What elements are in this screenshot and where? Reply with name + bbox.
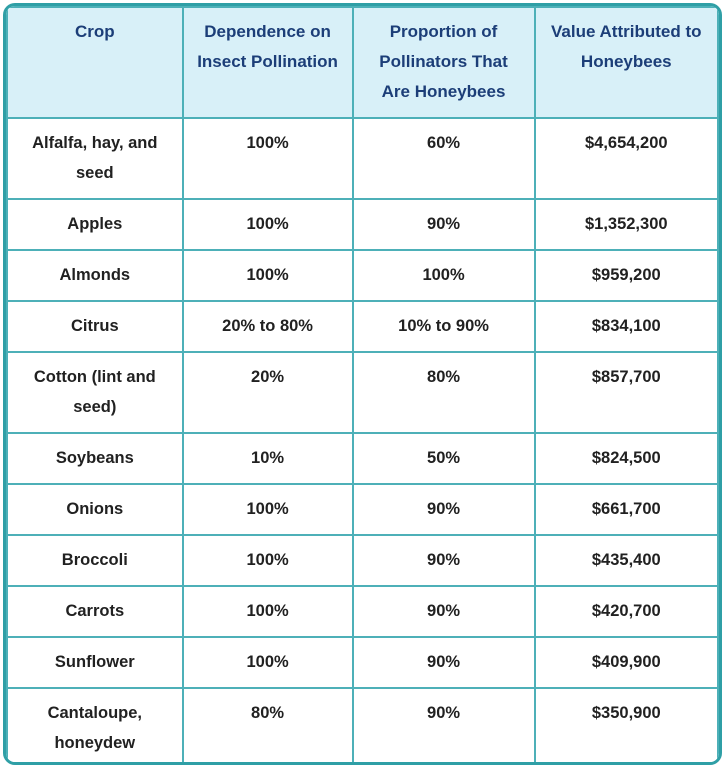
dependence-cell: 100% [181,249,354,302]
value-cell: $959,200 [533,249,719,302]
crop-cell: Broccoli [6,534,184,587]
crop-cell: Cantaloupe, honeydew [6,687,184,762]
value-cell: $661,700 [533,483,719,536]
dependence-cell: 100% [181,483,354,536]
table-row: Carrots 100% 90% $420,700 [6,585,719,638]
table-row: Onions 100% 90% $661,700 [6,483,719,536]
proportion-cell: 80% [351,351,536,434]
table-row: Sunflower 100% 90% $409,900 [6,636,719,689]
crop-cell: Citrus [6,300,184,353]
proportion-cell: 90% [351,636,536,689]
dependence-cell: 100% [181,117,354,200]
crop-cell: Sunflower [6,636,184,689]
proportion-cell: 90% [351,483,536,536]
honeybee-pollination-table: Crop Dependence on Insect Pollination Pr… [3,3,722,765]
value-cell: $420,700 [533,585,719,638]
crop-cell: Almonds [6,249,184,302]
table-body: Alfalfa, hay, and seed 100% 60% $4,654,200 A… [6,117,719,762]
table-row: Citrus 20% to 80% 10% to 90% $834,100 [6,300,719,353]
dependence-cell: 100% [181,585,354,638]
table-row: Soybeans 10% 50% $824,500 [6,432,719,485]
proportion-cell: 90% [351,687,536,762]
dependence-cell: 10% [181,432,354,485]
proportion-cell: 50% [351,432,536,485]
table-row: Almonds 100% 100% $959,200 [6,249,719,302]
value-cell: $1,352,300 [533,198,719,251]
column-header-value: Value Attributed to Honeybees [533,6,719,119]
column-header-proportion: Proportion of Pollinators That Are Honey… [351,6,536,119]
value-cell: $4,654,200 [533,117,719,200]
dependence-cell: 20% [181,351,354,434]
column-header-crop: Crop [6,6,184,119]
value-cell: $834,100 [533,300,719,353]
value-cell: $824,500 [533,432,719,485]
proportion-cell: 90% [351,534,536,587]
dependence-cell: 100% [181,198,354,251]
crop-cell: Apples [6,198,184,251]
column-header-dependence: Dependence on Insect Pollination [181,6,354,119]
data-table: Crop Dependence on Insect Pollination Pr… [6,6,719,762]
crop-cell: Soybeans [6,432,184,485]
crop-cell: Alfalfa, hay, and seed [6,117,184,200]
table-row: Cantaloupe, honeydew 80% 90% $350,900 [6,687,719,762]
dependence-cell: 80% [181,687,354,762]
value-cell: $409,900 [533,636,719,689]
dependence-cell: 20% to 80% [181,300,354,353]
table-row: Cotton (lint and seed) 20% 80% $857,700 [6,351,719,434]
proportion-cell: 10% to 90% [351,300,536,353]
proportion-cell: 90% [351,585,536,638]
proportion-cell: 100% [351,249,536,302]
value-cell: $857,700 [533,351,719,434]
crop-cell: Cotton (lint and seed) [6,351,184,434]
table-header: Crop Dependence on Insect Pollination Pr… [6,6,719,119]
dependence-cell: 100% [181,534,354,587]
proportion-cell: 60% [351,117,536,200]
table-row: Broccoli 100% 90% $435,400 [6,534,719,587]
table-row: Apples 100% 90% $1,352,300 [6,198,719,251]
dependence-cell: 100% [181,636,354,689]
crop-cell: Carrots [6,585,184,638]
header-row: Crop Dependence on Insect Pollination Pr… [6,6,719,119]
crop-cell: Onions [6,483,184,536]
table-row: Alfalfa, hay, and seed 100% 60% $4,654,200 [6,117,719,200]
value-cell: $435,400 [533,534,719,587]
proportion-cell: 90% [351,198,536,251]
value-cell: $350,900 [533,687,719,762]
